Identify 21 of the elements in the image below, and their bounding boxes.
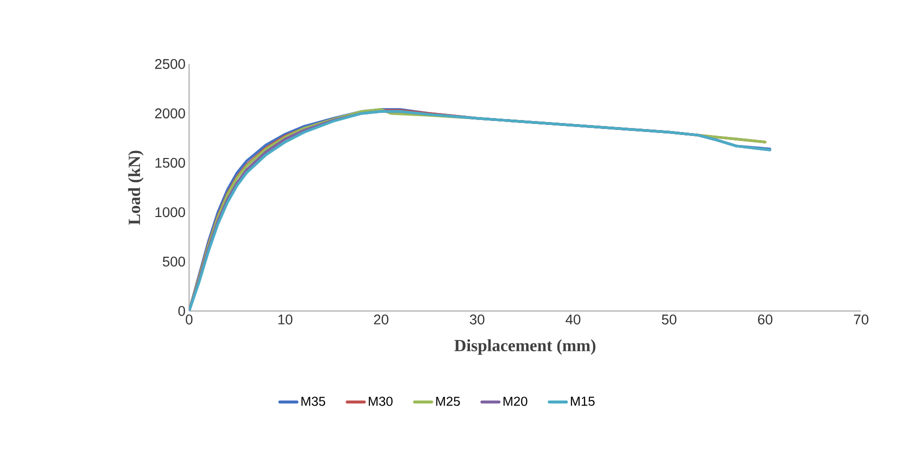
legend-label: M35	[301, 396, 326, 406]
legend-label: M15	[570, 396, 595, 406]
x-tick-label: 70	[854, 314, 868, 324]
x-tick-label: 10	[278, 314, 292, 324]
legend-label: M30	[368, 396, 393, 406]
y-tick-label: 1500	[156, 158, 186, 168]
y-tick-label: 0	[178, 306, 186, 316]
x-tick-label: 30	[470, 314, 484, 324]
y-tick-label: 500	[162, 256, 186, 267]
x-tick-label: 60	[758, 314, 772, 324]
legend-label: M25	[436, 396, 460, 406]
y-tick-label: 1000	[156, 207, 186, 218]
y-tick-label: 2000	[155, 108, 186, 118]
x-tick-label: 0	[186, 314, 192, 324]
x-tick-label: 40	[566, 314, 580, 324]
x-tick-label: 20	[374, 314, 388, 324]
x-axis-title: Displacement (mm)	[454, 339, 596, 355]
legend-label: M20	[504, 396, 528, 406]
y-axis-title: Load (kN)	[128, 150, 144, 225]
x-tick-label: 50	[662, 314, 676, 324]
y-tick-label: 2500	[155, 59, 186, 69]
